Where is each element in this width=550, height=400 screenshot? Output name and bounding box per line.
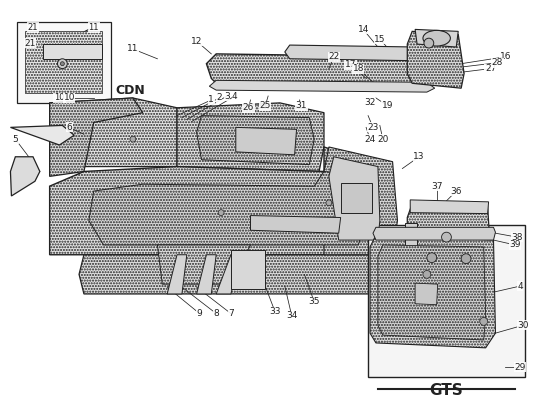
Text: 10: 10	[63, 94, 75, 102]
Text: 36: 36	[450, 186, 462, 196]
Text: 28: 28	[492, 58, 503, 67]
Text: GTS: GTS	[430, 383, 463, 398]
Text: 25: 25	[260, 101, 271, 110]
Polygon shape	[157, 245, 250, 284]
Ellipse shape	[60, 62, 64, 66]
Polygon shape	[10, 157, 40, 196]
Polygon shape	[415, 29, 458, 47]
Text: 34: 34	[286, 311, 298, 320]
Text: 8: 8	[213, 309, 219, 318]
Ellipse shape	[326, 200, 332, 206]
Ellipse shape	[480, 318, 488, 325]
Text: 11: 11	[127, 44, 139, 54]
Text: 18: 18	[353, 64, 364, 73]
Text: 7: 7	[228, 309, 234, 318]
Polygon shape	[25, 31, 102, 93]
Ellipse shape	[423, 30, 450, 46]
Polygon shape	[378, 245, 486, 340]
Polygon shape	[89, 172, 366, 245]
Text: 33: 33	[270, 307, 280, 316]
Ellipse shape	[442, 232, 452, 242]
Text: 22: 22	[328, 52, 339, 61]
Ellipse shape	[423, 270, 431, 278]
Polygon shape	[196, 255, 216, 294]
Polygon shape	[210, 80, 434, 92]
Polygon shape	[167, 255, 187, 294]
Text: 14: 14	[358, 25, 369, 34]
Text: 21: 21	[28, 23, 38, 32]
Polygon shape	[216, 255, 241, 294]
Text: 37: 37	[431, 182, 442, 191]
Text: 10: 10	[54, 94, 65, 102]
Polygon shape	[43, 44, 102, 59]
Text: 29: 29	[514, 363, 526, 372]
Text: 6: 6	[67, 123, 72, 132]
Text: 4: 4	[232, 92, 238, 100]
Text: 32: 32	[364, 98, 376, 107]
Text: 17: 17	[345, 60, 356, 69]
Ellipse shape	[58, 59, 67, 68]
Polygon shape	[196, 116, 314, 165]
Polygon shape	[231, 250, 265, 289]
Text: 15: 15	[374, 35, 386, 44]
Text: 21: 21	[24, 39, 36, 48]
Bar	[17, 22, 111, 103]
Bar	[340, 183, 372, 213]
Text: 23: 23	[367, 123, 378, 132]
Text: 38: 38	[512, 233, 522, 242]
Text: 19: 19	[382, 101, 393, 110]
Text: 31: 31	[296, 101, 307, 110]
Text: eurospares: eurospares	[384, 286, 470, 302]
Polygon shape	[50, 98, 142, 176]
Polygon shape	[50, 147, 383, 255]
Text: 27: 27	[485, 64, 496, 73]
Text: 16: 16	[499, 52, 511, 61]
Ellipse shape	[427, 253, 437, 262]
Polygon shape	[373, 227, 496, 240]
Polygon shape	[410, 200, 488, 214]
Polygon shape	[10, 126, 74, 145]
Text: 24: 24	[365, 135, 376, 144]
Text: 13: 13	[413, 152, 425, 161]
Polygon shape	[250, 216, 340, 233]
Text: 1: 1	[208, 96, 214, 104]
Text: 20: 20	[377, 135, 388, 144]
Polygon shape	[177, 103, 324, 172]
Text: 2: 2	[216, 94, 222, 102]
Text: 4: 4	[517, 282, 522, 291]
Text: CDN: CDN	[116, 84, 145, 97]
Text: 30: 30	[517, 321, 529, 330]
Polygon shape	[408, 204, 491, 270]
Ellipse shape	[424, 38, 434, 48]
Text: 5: 5	[13, 135, 18, 144]
Polygon shape	[285, 45, 422, 61]
Text: 3: 3	[224, 92, 230, 100]
Polygon shape	[408, 31, 464, 88]
Polygon shape	[405, 224, 417, 247]
Text: 12: 12	[191, 37, 202, 46]
Polygon shape	[329, 157, 380, 240]
Text: 9: 9	[197, 309, 202, 318]
Text: 11: 11	[89, 23, 99, 32]
Ellipse shape	[130, 136, 136, 142]
Polygon shape	[79, 255, 393, 294]
Text: 26: 26	[243, 103, 254, 112]
Text: 39: 39	[509, 240, 521, 250]
Text: eurospares: eurospares	[139, 210, 264, 230]
Polygon shape	[324, 147, 398, 255]
Ellipse shape	[461, 254, 471, 264]
Ellipse shape	[218, 210, 224, 216]
Polygon shape	[236, 127, 296, 155]
Bar	[368, 225, 525, 377]
Polygon shape	[415, 283, 438, 305]
Polygon shape	[50, 98, 177, 166]
Text: 35: 35	[309, 297, 320, 306]
Polygon shape	[370, 235, 496, 348]
Polygon shape	[206, 54, 437, 90]
